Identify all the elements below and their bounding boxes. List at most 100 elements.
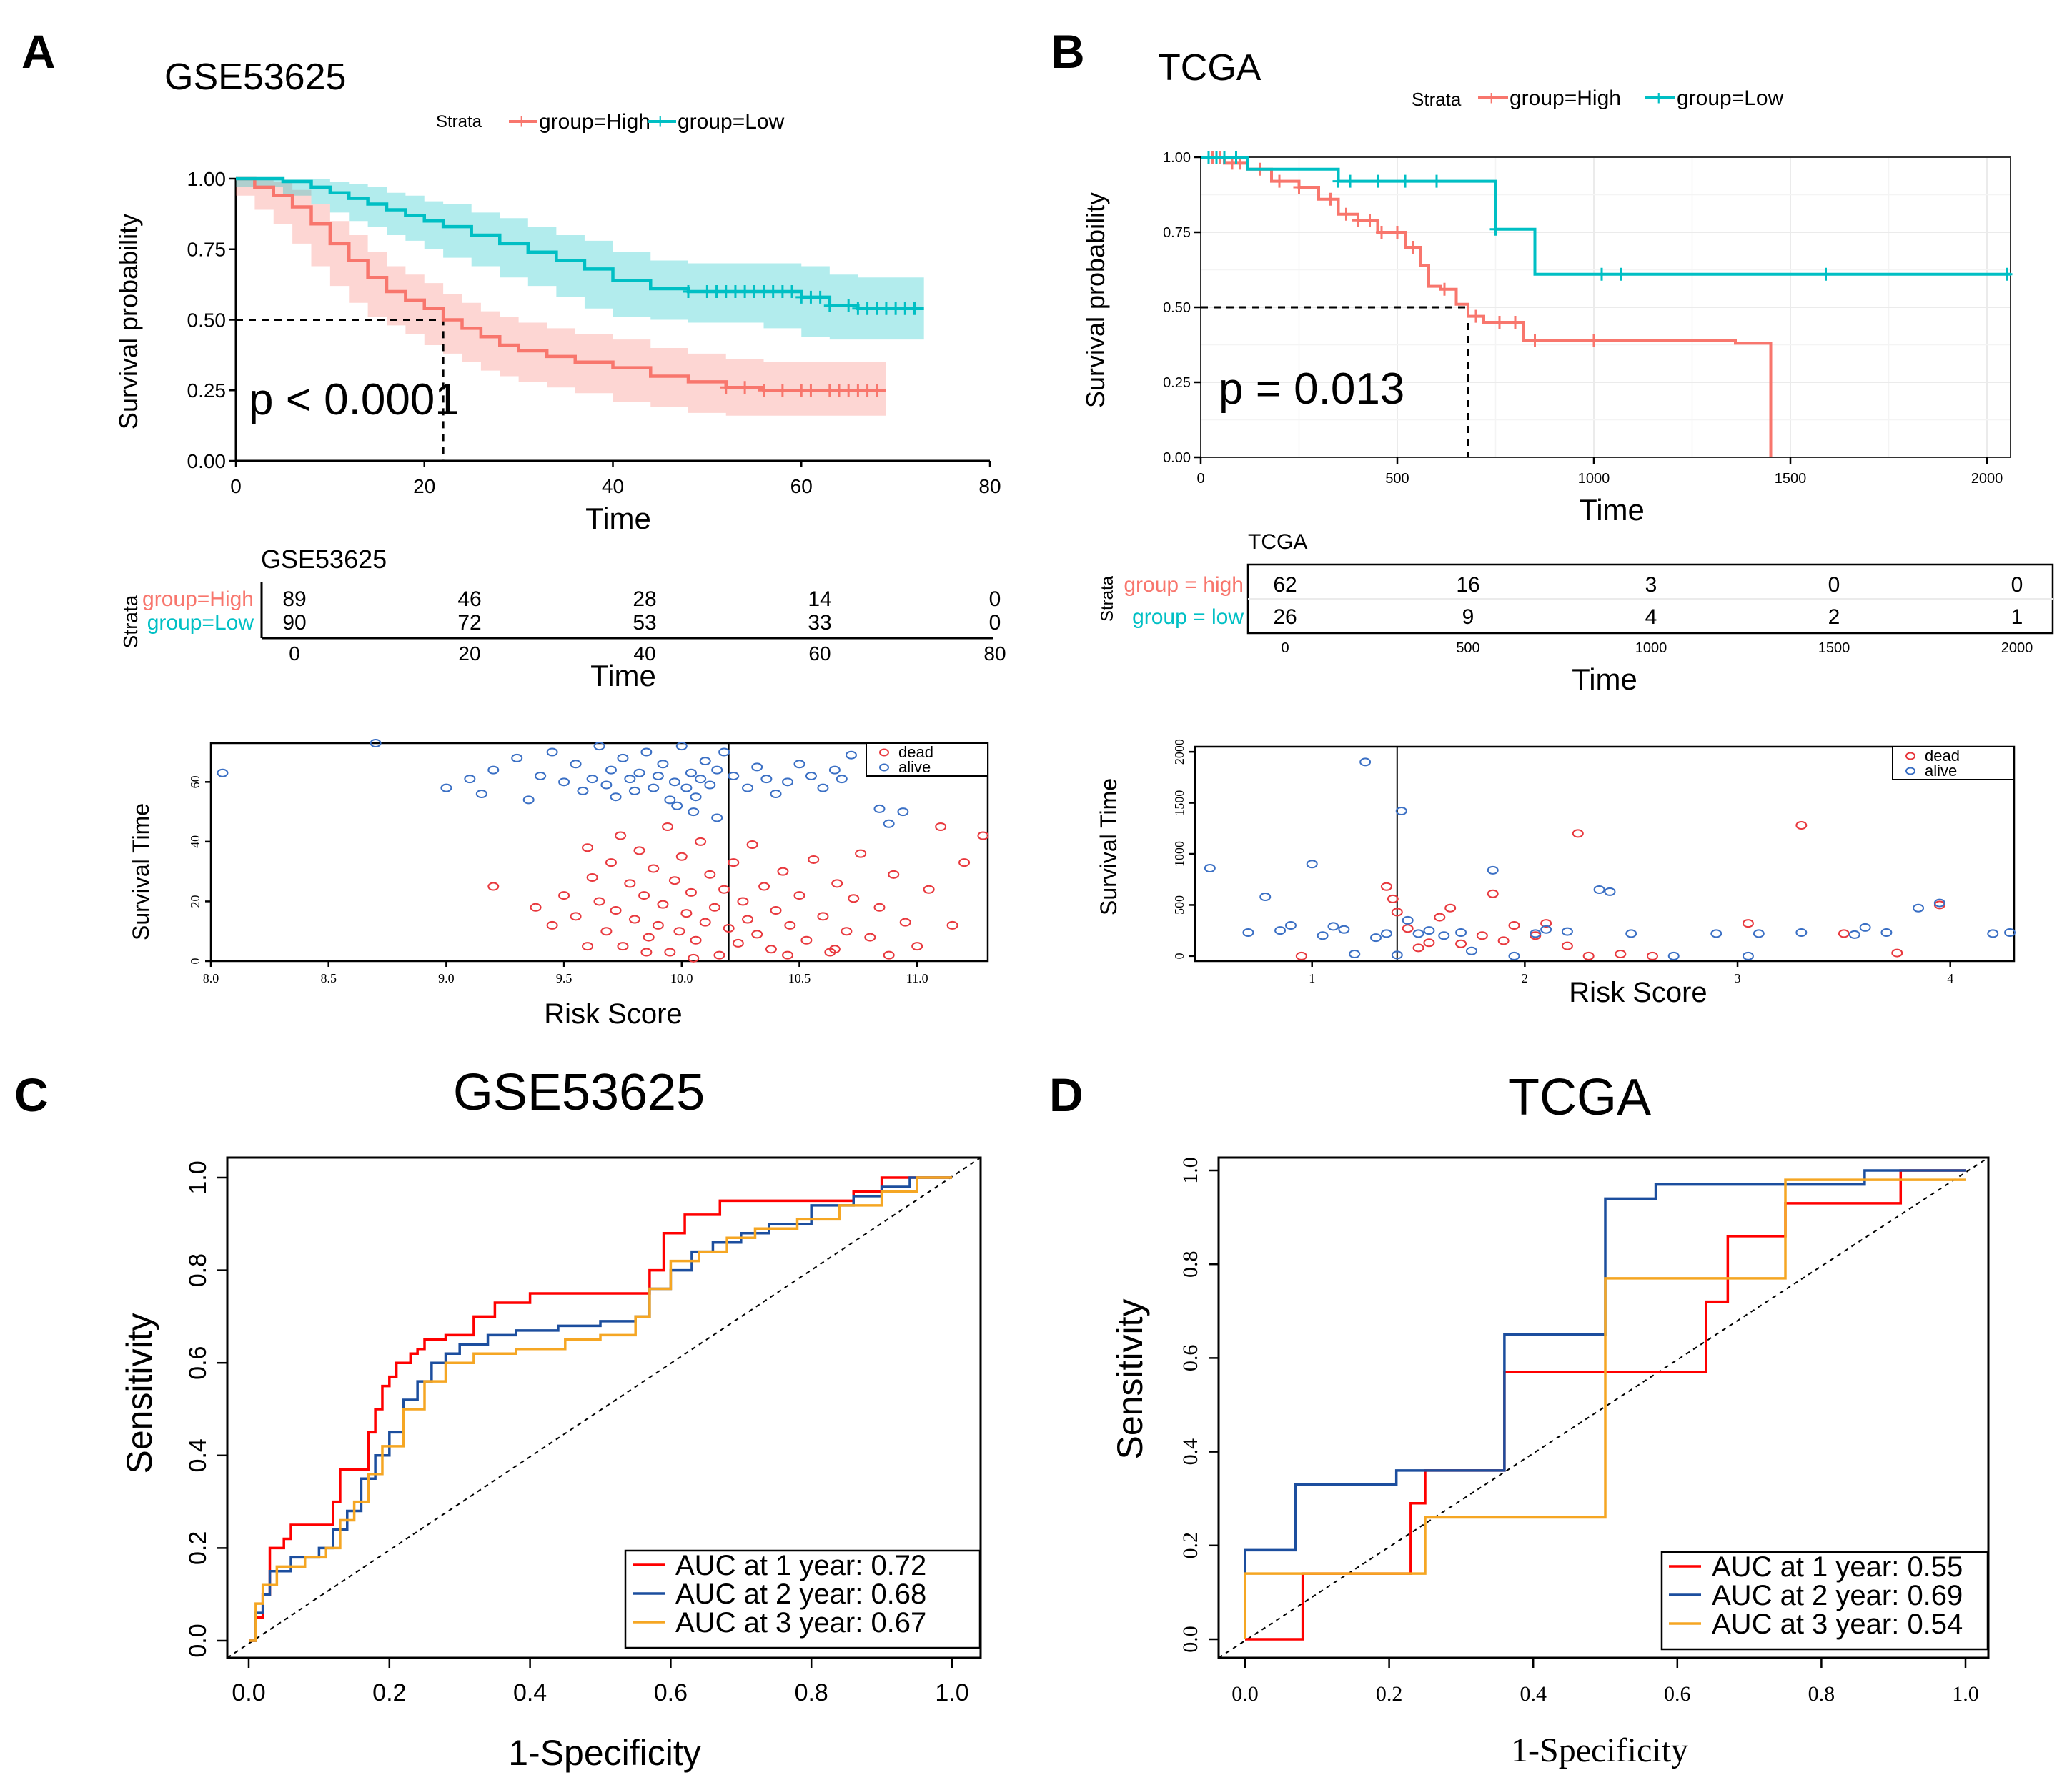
alive-point	[704, 780, 716, 790]
dead-point	[732, 938, 744, 948]
risk-b-row-high: 62 16 3 0 0	[1273, 573, 2023, 597]
roc-curve	[249, 1176, 952, 1642]
dead-point	[1412, 943, 1424, 953]
dead-point	[610, 905, 622, 915]
alive-point	[2004, 928, 2016, 937]
dead-point	[770, 905, 782, 915]
legend-high-plus: +	[515, 110, 528, 134]
tick-label: 8.0	[203, 971, 219, 985]
dead-point	[685, 887, 697, 897]
alive-point	[1561, 927, 1573, 936]
risk-count: 72	[457, 611, 481, 635]
survival-curve	[236, 176, 886, 392]
roc-curve	[1244, 1178, 1966, 1639]
median-line	[1201, 306, 1469, 457]
dead-point	[1455, 939, 1467, 948]
censor-mark	[786, 285, 798, 298]
risk-count: 2	[1828, 605, 1840, 629]
dead-point	[923, 885, 935, 894]
risk-a-row-low: 90 72 53 33 0	[282, 611, 1001, 635]
alive-point	[1880, 928, 1893, 937]
risk-count: 89	[282, 587, 306, 611]
tick-label: 2000	[1172, 739, 1186, 765]
tick-label: 1.0	[1179, 1157, 1202, 1184]
risk-table-b-title: TCGA	[1248, 530, 1307, 554]
tick-label: 0	[230, 475, 242, 497]
alive-point	[897, 807, 909, 817]
tick-label: 500	[1172, 895, 1186, 915]
legend-alive-swatch	[1905, 767, 1915, 775]
dead-point	[643, 933, 655, 942]
alive-point	[817, 783, 829, 792]
censor-mark	[1372, 174, 1384, 188]
tick-label: 0	[188, 958, 202, 965]
dead-point	[1838, 929, 1850, 938]
alive-point	[577, 786, 589, 795]
legend-strata-label: Strata	[1412, 89, 1462, 110]
legend-dead-swatch	[879, 748, 889, 757]
censor-mark	[720, 381, 732, 394]
alive-point	[558, 777, 570, 787]
dead-point	[1742, 919, 1754, 928]
panel-a-label: A	[21, 25, 56, 78]
alive-point	[711, 813, 723, 822]
censor-mark	[908, 302, 921, 315]
tick-label: 8.5	[320, 971, 337, 985]
risk-count: 4	[1645, 605, 1657, 629]
dead-point	[911, 942, 923, 951]
tick-label: 60	[790, 475, 813, 497]
legend-label: AUC at 2 year: 0.68	[675, 1578, 926, 1610]
risk-row-label-high: group=High	[142, 587, 254, 611]
alive-point	[805, 771, 817, 780]
tick-label: 0.00	[1163, 450, 1191, 466]
legend-dead-swatch	[1905, 752, 1915, 760]
legend-label: AUC at 3 year: 0.67	[675, 1607, 926, 1639]
alive-point	[593, 742, 605, 751]
legend-alive-swatch	[879, 763, 889, 772]
alive-point	[633, 768, 645, 777]
alive-point	[1742, 951, 1754, 960]
risk-count: 0	[989, 611, 1001, 635]
dead-point	[688, 953, 700, 963]
alive-point	[535, 771, 547, 780]
alive-point	[688, 807, 700, 817]
censor-mark	[1344, 174, 1356, 188]
tick-label: 0.2	[1376, 1682, 1403, 1706]
censor-mark	[1376, 226, 1387, 239]
km-a-ylabel: Survival probability	[114, 214, 143, 429]
risk-count: 33	[808, 611, 831, 635]
censor-mark	[1364, 214, 1376, 227]
risk-row-label-low: group=Low	[147, 611, 254, 635]
dead-point	[1795, 821, 1808, 830]
alive-point	[760, 775, 773, 784]
alive-point	[1306, 860, 1318, 869]
alive-point	[1395, 807, 1407, 815]
legend-dead-label: dead	[1925, 747, 1960, 765]
panel-a-title: GSE53625	[164, 56, 346, 98]
dead-point	[648, 864, 660, 873]
dead-point	[800, 935, 813, 945]
km-plot-a: 0 20 40 60 80 0.00 0.25 0.50 0.75 1.00	[187, 168, 1001, 497]
dead-point	[777, 867, 789, 876]
dead-point	[1572, 829, 1584, 838]
alive-point	[464, 775, 476, 784]
dead-point	[765, 945, 777, 954]
roc-d-xlabel: 1-Specificity	[1511, 1731, 1688, 1769]
alive-point	[1987, 929, 1999, 938]
alive-point	[1530, 929, 1542, 938]
alive-point	[1795, 928, 1808, 937]
tick-label: 1.00	[1163, 150, 1191, 166]
survival-curve	[1201, 156, 1773, 457]
tick-label: 40	[188, 835, 202, 848]
dead-point	[1444, 903, 1457, 913]
plot-frame	[1194, 745, 2016, 963]
roc-curve	[249, 1176, 952, 1642]
censor-mark	[1407, 241, 1419, 254]
alive-point	[873, 804, 886, 813]
tick-label: 0.6	[1179, 1345, 1202, 1372]
tick-label: 0.0	[184, 1624, 212, 1657]
panel-c-title: GSE53625	[453, 1064, 705, 1121]
panel-d: D TCGA 0.0 0.2 0.4 0.6 0.8 1.0 0.0 0.2 0.4 0.6 0.8…	[1049, 1068, 1990, 1769]
censor-mark	[2001, 267, 2013, 281]
